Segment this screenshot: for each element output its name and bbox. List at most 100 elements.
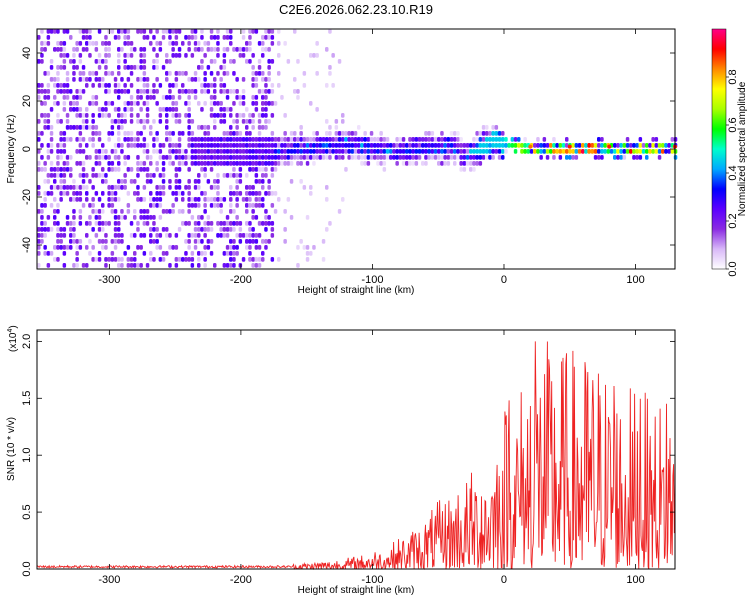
spectrogram-cell (200, 35, 204, 40)
spectrogram-cell (238, 155, 243, 160)
spectrogram-cell (657, 155, 662, 160)
spectrogram-cell (129, 113, 134, 118)
spectrogram-cell (129, 83, 134, 88)
spectrogram-cell (411, 155, 415, 160)
spectrogram-cell (97, 59, 102, 64)
spectrogram-cell (366, 149, 371, 154)
top-x-ticks: -300 -200 -100 0 100 (98, 29, 645, 286)
spectrogram-cell (197, 203, 201, 208)
spectrogram-cell (62, 227, 67, 232)
spectrogram-cell (120, 185, 124, 190)
spectrogram-cell (117, 89, 121, 94)
spectrogram-cell (136, 95, 140, 100)
spectrogram-cell (315, 143, 319, 148)
spectrogram-cell (174, 155, 179, 160)
spectrogram-cell (46, 263, 51, 268)
spectrogram-cell (62, 161, 67, 166)
spectrogram-cell (187, 131, 191, 136)
spectrogram-cell (241, 35, 246, 40)
spectrogram-cell (209, 167, 214, 172)
spectrogram-cell (222, 113, 227, 118)
spectrogram-cell (245, 203, 249, 208)
spectrogram-cell (289, 137, 294, 142)
spectrogram-cell (197, 161, 201, 166)
spectrogram-cell (94, 215, 99, 220)
spectrogram-cell (245, 191, 249, 196)
spectrogram-cell (638, 149, 643, 154)
spectrogram-cell (561, 149, 566, 154)
spectrogram-cell (325, 83, 329, 88)
spectrogram-cell (664, 143, 668, 148)
spectrogram-cell (520, 143, 524, 148)
spectrogram-cell (360, 137, 364, 142)
spectrogram-cell (331, 143, 335, 148)
spectrogram-cell (56, 239, 60, 244)
spectrogram-cell (152, 149, 156, 154)
spectrogram-cell (315, 41, 319, 46)
spectrogram-cell (59, 233, 63, 238)
spectrogram-cell (485, 155, 489, 160)
spectrogram-cell (158, 155, 163, 160)
spectrogram-cell (120, 209, 124, 214)
spectrogram-cell (264, 161, 268, 166)
spectrogram-cell (232, 257, 236, 262)
spectrogram-cell (171, 209, 175, 214)
spectrogram-cell (145, 119, 150, 124)
spectrogram-cell (277, 257, 281, 262)
spectrogram-cell (117, 233, 121, 238)
spectrogram-cell (257, 143, 262, 148)
spectrogram-cell (363, 131, 367, 136)
spectrogram-cell (81, 149, 86, 154)
spectrogram-cell (225, 71, 230, 76)
spectrogram-cell (232, 47, 236, 52)
spectrogram-cell (145, 155, 150, 160)
spectrogram-cell (280, 137, 284, 142)
spectrogram-cell (139, 77, 143, 82)
spectrogram-cell (267, 155, 271, 160)
spectrogram-cell (190, 137, 195, 142)
spectrogram-cell (46, 113, 51, 118)
spectrogram-cell (49, 65, 54, 70)
spectrogram-cell (248, 221, 252, 226)
spectrogram-cell (40, 59, 44, 64)
spectrogram-cell (421, 143, 425, 148)
spectrogram-cell (238, 239, 243, 244)
spectrogram-cell (449, 131, 454, 136)
spectrogram-cell (315, 107, 319, 112)
spectrogram-cell (273, 209, 278, 214)
spectrogram-cell (296, 137, 300, 142)
spectrogram-cell (184, 239, 188, 244)
spectrogram-cell (209, 203, 214, 208)
spectrogram-cell (315, 149, 319, 154)
spectrogram-cell (299, 125, 303, 130)
spectrogram-cell (78, 95, 83, 100)
spectrogram-cell (161, 191, 166, 196)
spectrogram-cell (344, 131, 348, 136)
spectrogram-cell (117, 29, 121, 34)
spectrogram-cell (539, 149, 543, 154)
spectrogram-cell (155, 59, 159, 64)
spectrogram-cell (219, 101, 223, 106)
spectrogram-cell (168, 161, 172, 166)
spectrogram-cell (353, 137, 358, 142)
spectrogram-cell (123, 89, 127, 94)
spectrogram-cell (264, 239, 268, 244)
spectrogram-cell (165, 137, 169, 142)
spectrogram-cell (59, 89, 63, 94)
spectrogram-cell (337, 131, 342, 136)
spectrogram-cell (59, 65, 63, 70)
spectrogram-cell (91, 167, 95, 172)
spectrogram-cell (251, 191, 255, 196)
spectrogram-cell (149, 239, 153, 244)
spectrogram-cell (545, 149, 550, 154)
spectrogram-cell (56, 173, 60, 178)
spectrogram-cell (417, 149, 422, 154)
spectrogram-cell (94, 155, 99, 160)
spectrogram-cell (197, 215, 201, 220)
spectrogram-cell (501, 149, 505, 154)
spectrogram-cell (587, 143, 591, 148)
spectrogram-cell (97, 65, 102, 70)
spectrogram-cell (161, 185, 166, 190)
spectrogram-cell (43, 251, 47, 256)
spectrogram-cell (46, 125, 51, 130)
